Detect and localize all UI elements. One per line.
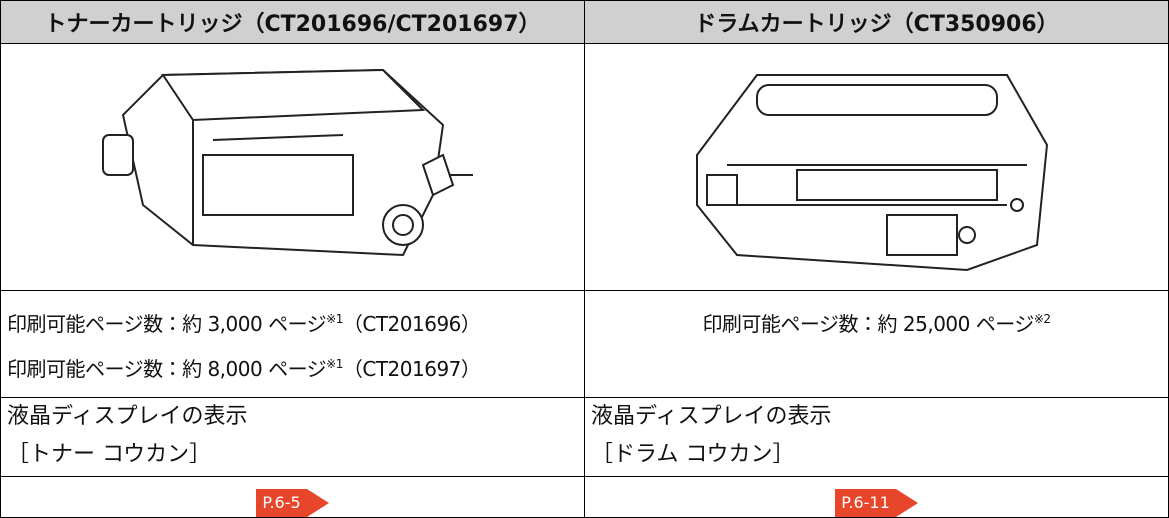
- image-cell: [0, 43, 585, 291]
- header-cell: トナーカートリッジ（CT201696/CT201697）: [0, 0, 585, 44]
- display-label: 液晶ディスプレイの表示: [591, 404, 832, 429]
- page-link-text[interactable]: P.6-5: [256, 489, 307, 517]
- display-message: ［トナー コウカン］: [7, 442, 212, 467]
- image-cell: [584, 43, 1169, 291]
- arrow: [895, 489, 918, 517]
- header-cell: ドラムカートリッジ（CT350906）: [584, 0, 1169, 44]
- yield-cell: 印刷可能ページ数：約 25,000 ページ※2: [584, 290, 1169, 398]
- display-label: 液晶ディスプレイの表示: [7, 404, 248, 429]
- page-link[interactable]: P.6-11: [835, 489, 918, 517]
- footnote-mark: ※2: [1033, 312, 1051, 326]
- display-cell: 液晶ディスプレイの表示 ［ドラム コウカン］: [584, 397, 1169, 477]
- link-cell: P.6-11: [584, 476, 1169, 518]
- model: （CT201697）: [342, 357, 481, 381]
- yield-text: 印刷可能ページ数：約 8,000 ページ: [7, 357, 327, 381]
- display-message: ［ドラム コウカン］: [591, 442, 795, 467]
- yield-line: 印刷可能ページ数：約 3,000 ページ※1（CT201696）: [7, 299, 578, 344]
- toner-image: [101, 68, 473, 256]
- yield-text: 印刷可能ページ数：約 25,000 ページ: [702, 312, 1034, 336]
- link-cell: P.6-5: [0, 476, 585, 518]
- page-link-text[interactable]: P.6-11: [835, 489, 896, 517]
- page-link[interactable]: P.6-5: [256, 489, 329, 517]
- footnote-mark: ※1: [326, 312, 343, 326]
- model: （CT201696）: [342, 312, 481, 336]
- footnote-mark: ※1: [326, 357, 343, 371]
- arrow: [306, 489, 329, 517]
- yield-line: 印刷可能ページ数：約 8,000 ページ※1（CT201697）: [7, 344, 578, 389]
- yield-text: 印刷可能ページ数：約 3,000 ページ: [7, 312, 327, 336]
- drum-image: [695, 73, 1048, 271]
- yield-line: 印刷可能ページ数：約 25,000 ページ※2: [591, 299, 1162, 344]
- yield-cell: 印刷可能ページ数：約 3,000 ページ※1（CT201696） 印刷可能ページ…: [0, 290, 585, 398]
- display-cell: 液晶ディスプレイの表示 ［トナー コウカン］: [0, 397, 585, 477]
